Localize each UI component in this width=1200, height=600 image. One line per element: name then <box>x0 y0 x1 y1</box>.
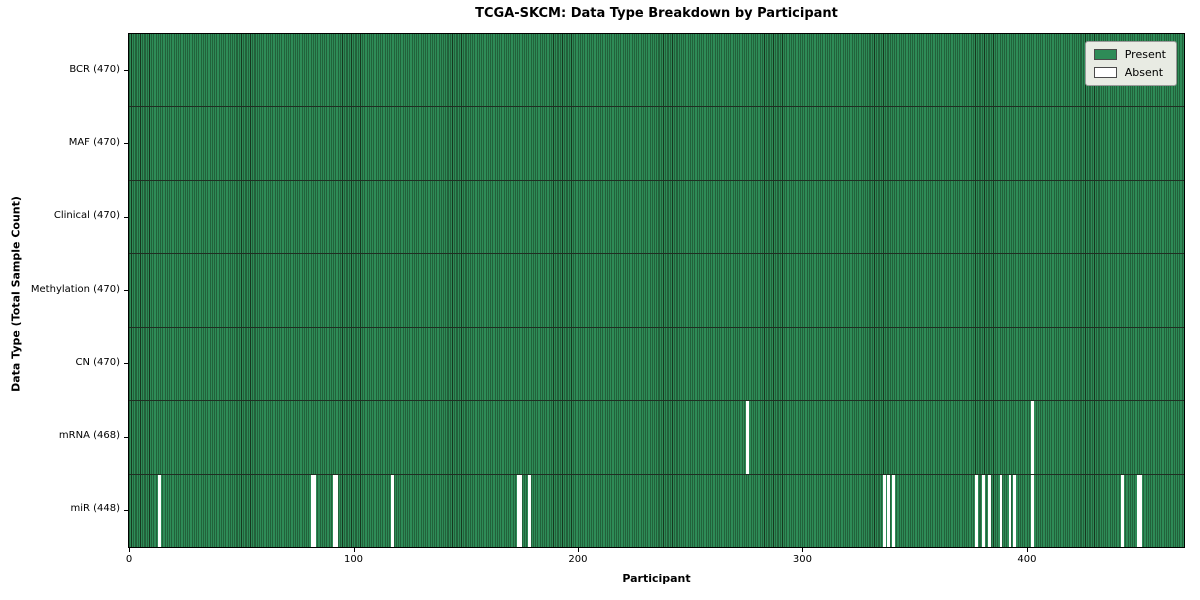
absent-mark <box>1013 474 1016 547</box>
x-tick-mark <box>353 548 355 552</box>
absent-mark <box>745 401 749 474</box>
row-Clinical <box>129 179 1184 254</box>
absent-mark <box>981 474 985 547</box>
y-tick-mark <box>124 216 128 218</box>
y-tick-mark <box>124 70 128 72</box>
absent-mark <box>1008 474 1012 547</box>
y-tick-mark <box>124 290 128 291</box>
absent-mark <box>528 474 532 547</box>
x-tick-label: 0 <box>125 554 133 565</box>
absent-mark <box>1120 474 1124 547</box>
x-tick-label: 200 <box>568 554 588 565</box>
row-Methylation <box>129 253 1184 327</box>
y-tick-label: mRNA (468) <box>58 430 120 442</box>
absent-mark <box>891 474 895 547</box>
legend: Present Absent <box>1084 41 1177 86</box>
legend-label: Absent <box>1124 66 1164 79</box>
absent-mark <box>999 474 1003 547</box>
absent-mark <box>974 474 978 547</box>
absent-mark <box>887 474 891 547</box>
absent-mark <box>1031 401 1034 474</box>
absent-mark <box>988 474 992 547</box>
row-mRNA <box>129 400 1184 474</box>
legend-entry-present: Present <box>1093 48 1166 61</box>
y-tick-mark <box>124 363 128 365</box>
x-tick-mark <box>129 548 130 552</box>
absent-mark <box>157 474 161 547</box>
y-tick-mark <box>124 143 128 145</box>
y-tick-label: MAF (470) <box>68 136 120 148</box>
row-BCR <box>129 34 1184 107</box>
x-axis-label: Participant <box>622 572 691 585</box>
legend-swatch-icon <box>1093 49 1117 60</box>
y-tick-mark <box>124 436 128 438</box>
absent-mark <box>391 474 395 547</box>
row-miR <box>129 473 1184 547</box>
y-tick-label: BCR (470) <box>69 63 120 75</box>
absent-mark <box>1031 474 1034 547</box>
x-tick-mark <box>577 548 579 552</box>
y-tick-mark <box>124 509 128 511</box>
y-tick-label: miR (448) <box>70 503 120 515</box>
absent-mark <box>335 474 339 547</box>
absent-mark <box>882 474 886 547</box>
legend-swatch-icon <box>1093 67 1117 78</box>
x-tick-mark <box>1026 548 1028 552</box>
y-tick-label: Methylation (470) <box>30 283 120 295</box>
absent-mark <box>312 474 316 547</box>
chart-title: TCGA-SKCM: Data Type Breakdown by Partic… <box>475 6 838 21</box>
row-MAF <box>129 106 1184 180</box>
absent-mark <box>1136 474 1140 547</box>
absent-mark <box>1138 474 1142 547</box>
legend-label: Present <box>1124 48 1166 61</box>
y-tick-label: CN (470) <box>75 356 120 368</box>
row-CN <box>129 326 1184 401</box>
absent-mark <box>519 474 523 547</box>
x-tick-label: 300 <box>792 554 812 565</box>
legend-entry-absent: Absent <box>1093 66 1166 79</box>
absent-mark <box>310 474 314 547</box>
heatmap-rows <box>129 34 1184 547</box>
x-tick-mark <box>802 548 804 552</box>
absent-mark <box>517 474 520 547</box>
plot-area <box>128 33 1185 548</box>
x-tick-label: 400 <box>1017 554 1037 565</box>
x-tick-label: 100 <box>343 554 364 565</box>
y-tick-label: Clinical (470) <box>53 210 120 222</box>
absent-mark <box>332 474 336 547</box>
